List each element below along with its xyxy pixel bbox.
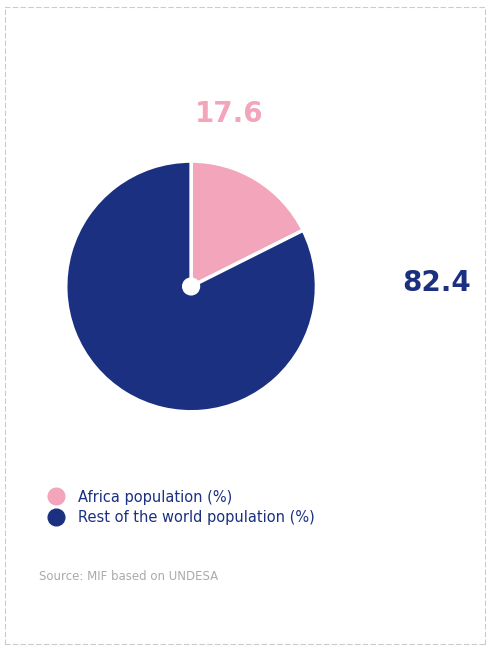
Legend: Africa population (%), Rest of the world population (%): Africa population (%), Rest of the world…	[37, 485, 319, 530]
Wedge shape	[191, 161, 303, 286]
Text: 82.4: 82.4	[402, 269, 470, 298]
Text: 17.6: 17.6	[195, 100, 264, 128]
Wedge shape	[66, 161, 317, 412]
Circle shape	[183, 278, 199, 295]
Text: Source: MIF based on UNDESA: Source: MIF based on UNDESA	[39, 570, 219, 583]
